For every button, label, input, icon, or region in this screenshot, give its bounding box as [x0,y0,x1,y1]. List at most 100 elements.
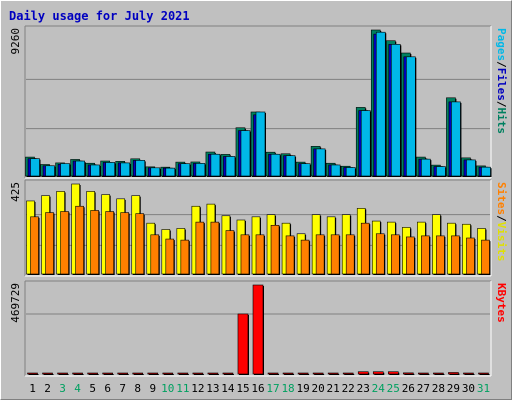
legend-entry: / [495,215,508,222]
y-max-tick-label: 9260 [9,28,22,55]
bar-pages-day-18 [285,155,296,177]
bar-kbytes-day-13 [207,372,219,375]
bar-kbytes-day-16 [252,284,264,375]
bar-shadow [133,374,144,375]
bar-kbytes-day-27 [418,372,429,375]
bar-shadow [118,374,129,375]
bar-pages-day-28 [436,166,446,177]
x-tick-label-day-13: 13 [206,382,219,395]
legend-entry: / [495,61,508,68]
bar-sites-day-3 [60,211,69,275]
bar-pages-day-2 [45,165,55,177]
bar-pages-day-16 [255,111,266,177]
bar-shadow [434,374,445,375]
x-tick-label-day-23: 23 [357,382,370,395]
x-tick-label-day-18: 18 [281,382,294,395]
bar-sites-day-12 [195,221,205,275]
bar-pages-day-30 [466,159,476,177]
bar-kbytes-day-17 [267,372,279,375]
bar-sites-day-31 [481,239,490,275]
bar-pages-day-15 [240,130,251,177]
bar-pages-day-17 [270,153,281,177]
bar-shadow [464,374,475,375]
bar-shadow [88,374,99,375]
bar-pages-day-27 [421,158,431,177]
bar-shadow [178,374,189,375]
bar-sites-day-14 [225,230,235,275]
x-tick-label-day-21: 21 [327,382,340,395]
series-legend: Pages/Files/Hits [495,28,508,134]
bar-pages-day-25 [390,44,401,177]
x-tick-label-day-26: 26 [402,382,415,395]
bar-sites-day-23 [360,222,370,275]
x-tick-label-day-20: 20 [312,382,325,395]
x-tick-label-day-30: 30 [462,382,475,395]
x-tick-label-day-9: 9 [149,382,156,395]
series-legend: Sites/Visits [495,182,508,262]
bar-sites-day-26 [406,236,415,275]
bar-kbytes-day-4 [72,372,83,375]
bar-kbytes-day-20 [312,372,324,375]
bar-kbytes-day-3 [57,372,68,375]
x-tick-label-day-19: 19 [296,382,309,395]
bar-sites-day-4 [75,205,84,275]
bar-pages-day-26 [406,56,416,177]
bar-sites-day-17 [270,224,280,275]
bar-kbytes-day-7 [117,372,129,375]
bar-shadow [269,374,280,375]
bar-sites-day-16 [255,234,265,275]
bar-kbytes-day-11 [177,372,189,375]
bar-sites-day-6 [105,211,114,275]
bar-kbytes-day-29 [448,372,459,375]
bar-kbytes-day-15 [237,313,249,375]
bar-pages-day-5 [90,164,100,177]
bar-shadow [223,374,234,375]
bar-pages-day-29 [451,101,461,177]
bar-kbytes-day-23 [357,371,369,375]
bar-kbytes-day-5 [87,372,98,375]
x-tick-label-day-29: 29 [447,382,460,395]
bar-kbytes-day-21 [327,372,339,375]
x-tick-label-day-11: 11 [176,382,189,395]
bar-kbytes-day-19 [297,372,309,375]
bar-shadow [284,374,295,375]
bar-shadow [43,374,54,375]
bar-kbytes-day-24 [372,371,384,375]
bar-shadow [28,374,39,375]
bar-kbytes-day-9 [147,372,159,375]
x-tick-label-day-27: 27 [417,382,430,395]
bar-pages-day-14 [225,156,236,177]
x-tick-label-day-14: 14 [221,382,235,395]
bar-pages-day-6 [105,162,115,177]
bar-shadow [163,374,174,375]
x-tick-label-day-8: 8 [134,382,141,395]
series-legend: KBytes [495,283,508,323]
bar-pages-day-13 [210,153,221,177]
bar-kbytes-day-31 [478,372,489,375]
bar-kbytes-day-14 [222,372,234,375]
x-tick-label-day-2: 2 [44,382,51,395]
bar-pages-day-1 [30,158,40,177]
bar-pages-day-23 [360,110,371,177]
legend-entry: Visits [495,222,508,262]
bar-sites-day-22 [345,234,355,275]
x-tick-label-day-16: 16 [251,382,264,395]
bar-pages-day-11 [180,163,191,177]
bar-sites-day-10 [165,238,175,275]
bar-kbytes-day-6 [102,372,113,375]
legend-entry: Hits [495,108,508,135]
x-tick-label-day-17: 17 [266,382,279,395]
bar-sites-day-13 [210,221,220,275]
bar-pages-day-10 [165,167,176,177]
bar-sites-day-19 [300,239,310,275]
bar-kbytes-day-12 [192,372,204,375]
bar-kbytes-day-26 [403,372,414,375]
bar-pages-day-8 [135,160,146,177]
bar-sites-day-9 [150,234,160,275]
legend-entry: Pages [495,28,508,61]
bar-shadow [404,373,415,375]
y-max-tick-label: 425 [9,182,22,202]
y-max-tick-label: 469729 [9,283,22,323]
bar-shadow [314,374,325,375]
